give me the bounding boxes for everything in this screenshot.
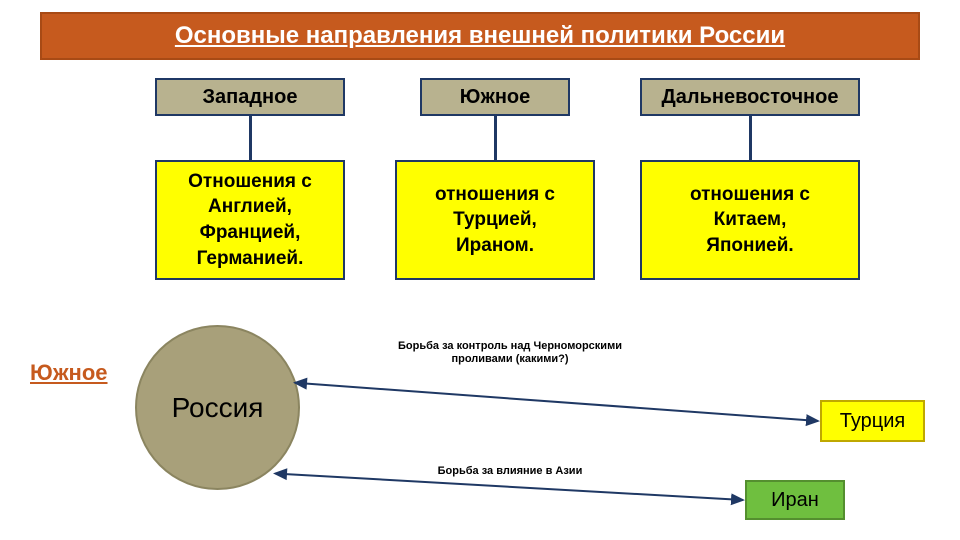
- russia-label: Россия: [172, 392, 264, 424]
- direction-south: Южное: [420, 78, 570, 116]
- south-section-label: Южное: [30, 360, 108, 386]
- direction-west-label: Западное: [203, 86, 298, 109]
- connector-west: [249, 116, 252, 160]
- iran-node: Иран: [745, 480, 845, 520]
- detail-south: отношения сТурцией,Ираном.: [395, 160, 595, 280]
- page-title: Основные направления внешней политики Ро…: [175, 22, 785, 50]
- russia-node: Россия: [135, 325, 300, 490]
- edge-label-straits: Борьба за контроль над Черноморскимипрол…: [380, 340, 640, 366]
- title-bar: Основные направления внешней политики Ро…: [40, 12, 920, 60]
- iran-label: Иран: [771, 489, 819, 512]
- turkey-label: Турция: [840, 410, 905, 433]
- direction-south-label: Южное: [460, 86, 530, 109]
- edge-label-asia: Борьба за влияние в Азии: [380, 465, 640, 478]
- connector-east: [749, 116, 752, 160]
- connector-south: [494, 116, 497, 160]
- detail-east: отношения сКитаем,Японией.: [640, 160, 860, 280]
- direction-east-label: Дальневосточное: [662, 86, 839, 109]
- turkey-node: Турция: [820, 400, 925, 442]
- direction-west: Западное: [155, 78, 345, 116]
- direction-east: Дальневосточное: [640, 78, 860, 116]
- detail-west: Отношения сАнглией,Францией,Германией.: [155, 160, 345, 280]
